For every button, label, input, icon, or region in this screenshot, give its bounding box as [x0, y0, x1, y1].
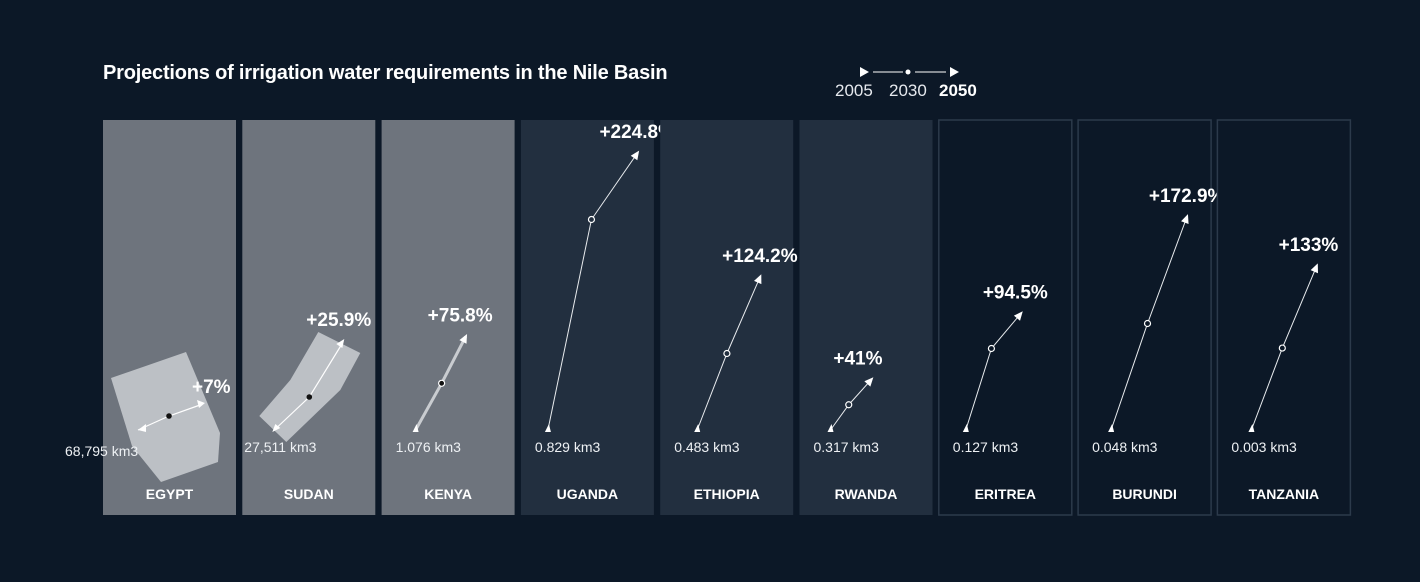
panel-tanzania	[1216, 119, 1352, 516]
volume-label-burundi: 0.048 km3	[1092, 439, 1158, 455]
start-marker-sudan	[272, 424, 281, 432]
mid-marker-rwanda	[845, 401, 853, 409]
panel-burundi	[1077, 119, 1212, 516]
end-marker-rwanda	[864, 377, 874, 387]
start-marker-kenya	[412, 424, 419, 432]
change-label-kenya: +75.8%	[428, 306, 493, 327]
start-marker-eritrea	[962, 424, 969, 432]
start-marker-rwanda	[827, 424, 834, 432]
country-label-eritrea: ERITREA	[975, 486, 1036, 502]
country-label-sudan: SUDAN	[284, 486, 334, 502]
country-label-ethiopia: ETHIOPIA	[694, 486, 760, 502]
mid-marker-sudan	[306, 394, 313, 400]
legend-arrow-line	[860, 67, 959, 77]
mid-marker-eritrea	[987, 344, 996, 353]
country-label-tanzania: TANZANIA	[1249, 486, 1320, 502]
panel-eritrea	[938, 119, 1073, 516]
end-marker-ethiopia	[754, 274, 762, 285]
mid-marker-kenya	[438, 379, 446, 387]
change-label-eritrea: +94.5%	[983, 283, 1048, 304]
start-marker-egypt	[138, 424, 146, 432]
end-marker-sudan	[336, 339, 345, 348]
start-marker-uganda	[544, 424, 551, 432]
start-marker-tanzania	[1248, 424, 1255, 432]
mid-marker-uganda	[587, 215, 596, 224]
mid-marker-tanzania	[1278, 344, 1286, 352]
mid-marker-egypt	[166, 413, 172, 419]
volume-shape-sudan	[259, 332, 361, 442]
country-label-rwanda: RWANDA	[835, 486, 898, 502]
country-label-burundi: BURUNDI	[1112, 486, 1177, 502]
country-label-kenya: KENYA	[424, 486, 472, 502]
change-label-tanzania: +133%	[1279, 235, 1339, 256]
end-marker-egypt	[197, 400, 205, 408]
change-label-egypt: +7%	[192, 377, 231, 398]
legend-year-2005: 2005	[835, 81, 873, 100]
mid-marker-burundi	[1143, 319, 1152, 328]
end-marker-eritrea	[1013, 311, 1023, 321]
volume-label-rwanda: 0.317 km3	[814, 439, 880, 455]
volume-label-uganda: 0.829 km3	[535, 439, 601, 455]
volume-label-eritrea: 0.127 km3	[953, 439, 1019, 455]
volume-label-ethiopia: 0.483 km3	[674, 439, 740, 455]
year-legend: 2005 2030 2050	[833, 62, 993, 104]
volume-label-tanzania: 0.003 km3	[1231, 439, 1297, 455]
change-label-rwanda: +41%	[833, 348, 882, 369]
end-marker-burundi	[1181, 214, 1189, 225]
change-label-uganda: +224.8%	[599, 122, 675, 143]
change-label-sudan: +25.9%	[306, 310, 371, 331]
change-label-burundi: +172.9%	[1149, 186, 1225, 207]
volume-label-kenya: 1.076 km3	[396, 439, 462, 455]
end-marker-tanzania	[1310, 263, 1319, 274]
chart-title: Projections of irrigation water requirem…	[103, 62, 668, 84]
panel-sudan	[242, 120, 376, 515]
country-label-uganda: UGANDA	[557, 486, 618, 502]
panel-kenya	[381, 120, 515, 515]
start-marker-ethiopia	[694, 424, 701, 432]
panel-rwanda	[799, 120, 933, 515]
volume-label-egypt: 68,795 km3	[65, 443, 138, 459]
end-marker-kenya	[459, 333, 468, 344]
legend-year-2050: 2050	[939, 81, 977, 100]
change-label-ethiopia: +124.2%	[722, 246, 798, 267]
legend-year-2030: 2030	[889, 81, 927, 100]
panel-ethiopia	[660, 120, 794, 515]
start-marker-burundi	[1108, 424, 1115, 432]
mid-marker-ethiopia	[723, 349, 731, 358]
end-marker-uganda	[630, 150, 640, 161]
panel-uganda	[520, 120, 654, 515]
volume-label-sudan: 27,511 km3	[244, 439, 316, 455]
country-label-egypt: EGYPT	[146, 486, 194, 502]
